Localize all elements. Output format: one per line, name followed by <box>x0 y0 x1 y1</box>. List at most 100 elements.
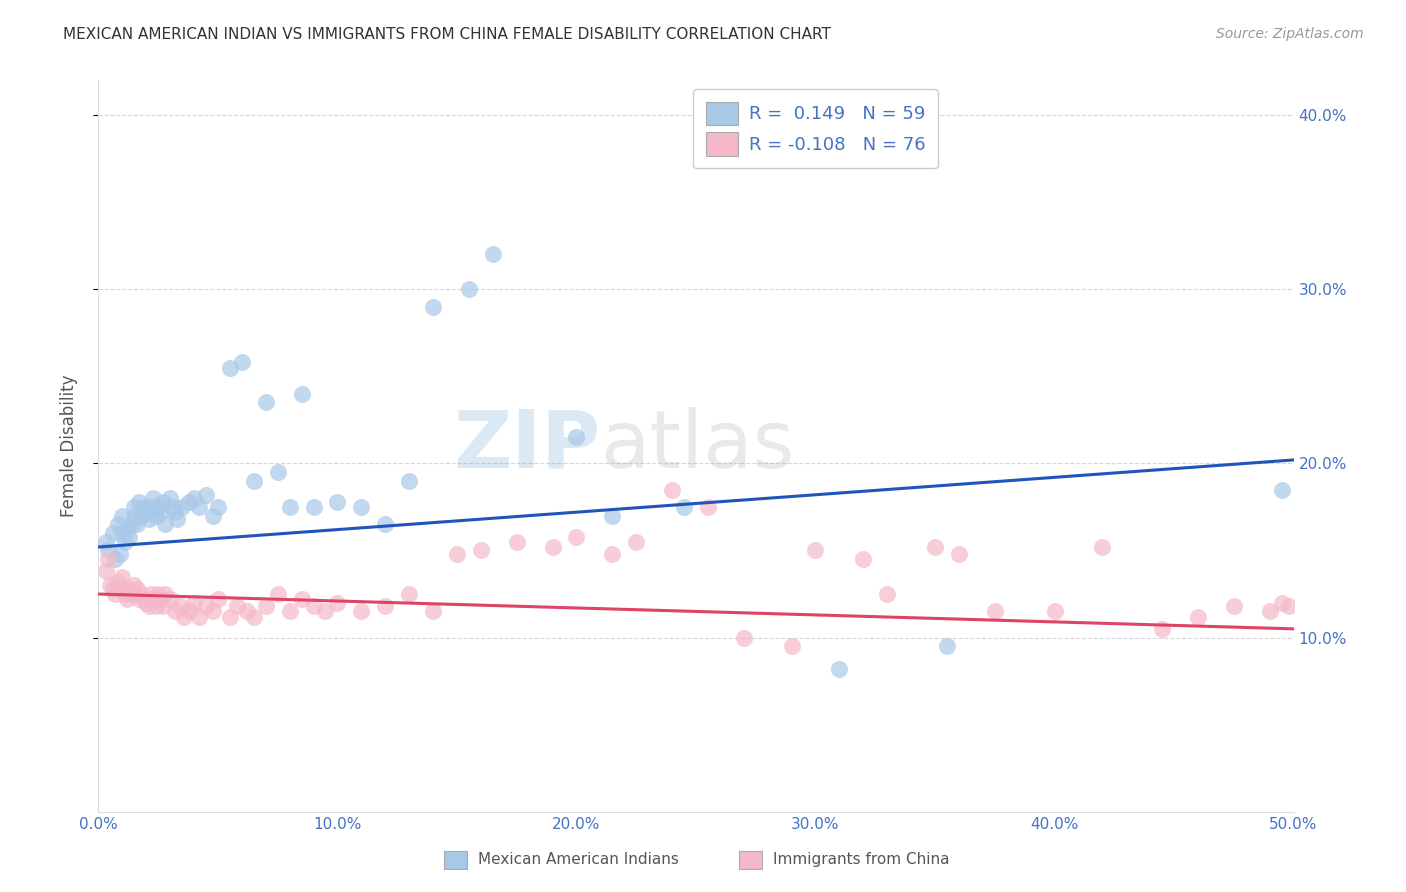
Point <box>94 565 117 579</box>
Point <box>111 569 134 583</box>
Point <box>132 500 155 514</box>
Y-axis label: Female Disability: Female Disability <box>59 375 77 517</box>
Point <box>107 574 129 589</box>
Point <box>278 500 301 514</box>
Point <box>326 494 349 508</box>
Point <box>602 547 624 561</box>
Point <box>1271 596 1294 610</box>
Point <box>422 300 444 314</box>
Point <box>114 587 136 601</box>
Point <box>207 500 229 514</box>
Point <box>422 604 444 618</box>
Point <box>936 640 959 654</box>
Point <box>118 530 141 544</box>
Point <box>138 512 160 526</box>
Point <box>924 540 946 554</box>
Point <box>1278 599 1301 614</box>
Point <box>104 552 127 566</box>
Point <box>115 523 138 537</box>
Point <box>111 508 134 523</box>
Point <box>470 543 492 558</box>
Point <box>291 386 314 401</box>
Point <box>541 540 564 554</box>
Point <box>984 604 1007 618</box>
Point <box>852 552 875 566</box>
Point <box>155 587 177 601</box>
Point <box>183 491 205 506</box>
Point <box>506 534 529 549</box>
Text: Immigrants from China: Immigrants from China <box>773 853 950 867</box>
Point <box>139 587 162 601</box>
Point <box>733 631 755 645</box>
Point <box>128 494 150 508</box>
Point <box>1223 599 1246 614</box>
Point <box>131 587 153 601</box>
Point <box>565 530 588 544</box>
Point <box>235 604 257 618</box>
Point <box>350 604 373 618</box>
Point <box>565 430 588 444</box>
Point <box>135 596 157 610</box>
Point <box>828 662 851 676</box>
Point <box>124 500 146 514</box>
Point <box>1187 609 1209 624</box>
Point <box>107 517 129 532</box>
Point <box>697 500 720 514</box>
Point <box>1091 540 1114 554</box>
Point <box>149 505 172 519</box>
Point <box>121 517 143 532</box>
Point <box>148 500 170 514</box>
Point <box>804 543 827 558</box>
Point <box>111 526 134 541</box>
Point <box>139 500 162 514</box>
Point <box>159 491 181 506</box>
Point <box>121 587 143 601</box>
Point <box>315 604 337 618</box>
Point <box>374 599 396 614</box>
Point <box>135 505 157 519</box>
Point <box>302 599 325 614</box>
Point <box>1043 604 1066 618</box>
Point <box>152 494 174 508</box>
Point <box>661 483 683 497</box>
Point <box>159 592 181 607</box>
Point <box>948 547 970 561</box>
Point <box>231 355 253 369</box>
Point <box>115 592 138 607</box>
Point <box>131 508 153 523</box>
Point <box>148 587 170 601</box>
Point <box>142 592 165 607</box>
Point <box>152 599 174 614</box>
Point <box>398 587 420 601</box>
Point <box>125 582 148 596</box>
Point <box>219 609 242 624</box>
Point <box>128 592 150 607</box>
Point <box>124 508 146 523</box>
Point <box>1152 622 1174 636</box>
Point <box>202 508 225 523</box>
Point <box>1271 483 1294 497</box>
Point <box>187 609 209 624</box>
Point <box>155 517 177 532</box>
Point <box>302 500 325 514</box>
Point <box>458 282 481 296</box>
Point <box>179 494 201 508</box>
Point <box>179 604 201 618</box>
Point <box>481 247 505 261</box>
Point <box>145 599 167 614</box>
Point <box>398 474 420 488</box>
Point <box>243 609 266 624</box>
Point <box>195 488 218 502</box>
Point <box>118 582 141 596</box>
Legend: R =  0.149   N = 59, R = -0.108   N = 76: R = 0.149 N = 59, R = -0.108 N = 76 <box>693 89 938 169</box>
Point <box>124 578 146 592</box>
Point <box>145 508 167 523</box>
Point <box>876 587 898 601</box>
Point <box>602 508 624 523</box>
Point <box>132 592 155 607</box>
Text: ZIP: ZIP <box>453 407 600 485</box>
Point <box>149 592 172 607</box>
Point <box>267 465 290 479</box>
Point <box>226 599 249 614</box>
Text: MEXICAN AMERICAN INDIAN VS IMMIGRANTS FROM CHINA FEMALE DISABILITY CORRELATION C: MEXICAN AMERICAN INDIAN VS IMMIGRANTS FR… <box>63 27 831 42</box>
